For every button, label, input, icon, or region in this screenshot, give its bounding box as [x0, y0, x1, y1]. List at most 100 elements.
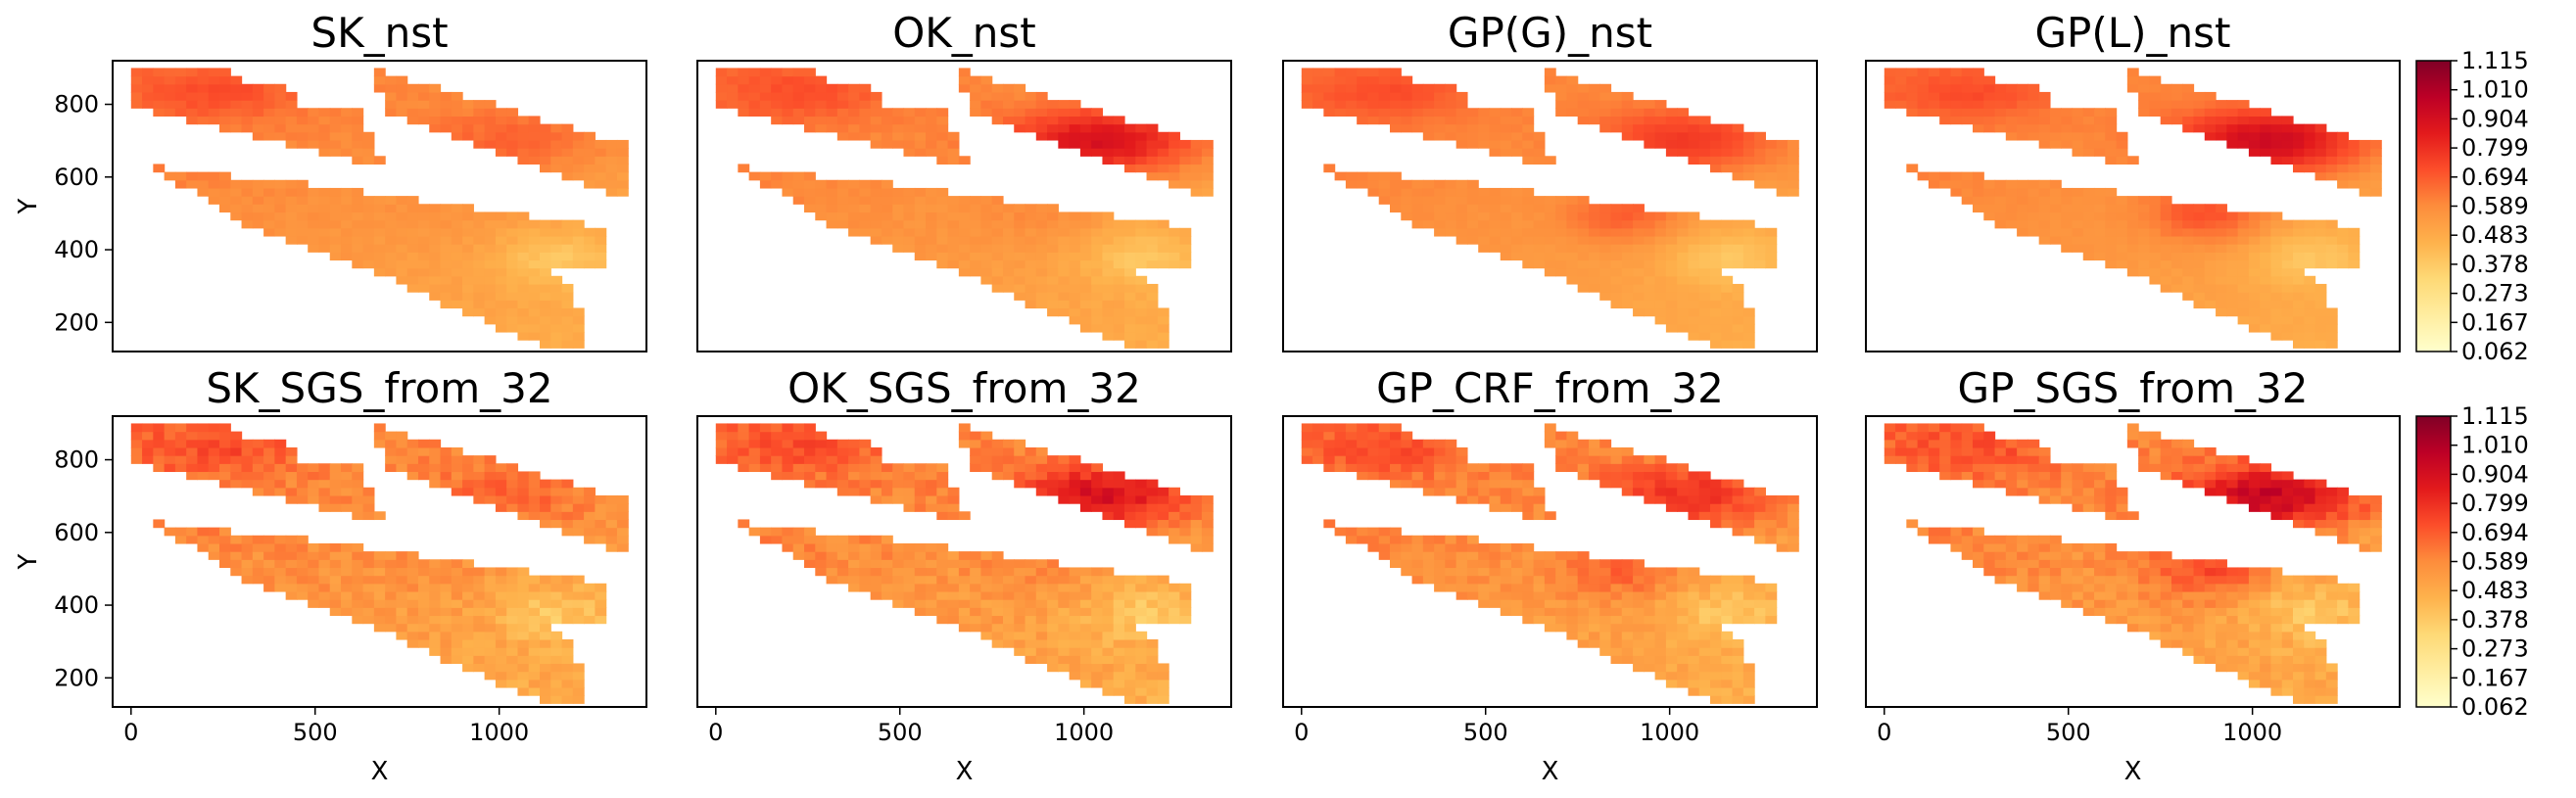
heatmap-cell [142, 455, 154, 464]
heatmap-cell [1301, 100, 1313, 109]
heatmap-cell [1742, 487, 1755, 496]
heatmap-cell [2226, 116, 2239, 125]
heatmap-cell [881, 559, 893, 569]
heatmap-cell [1113, 244, 1125, 253]
heatmap-cell [980, 252, 993, 261]
heatmap-cell [826, 219, 838, 229]
heatmap-cell [2204, 583, 2217, 592]
heatmap-cell [440, 607, 453, 617]
heatmap-cell [1201, 179, 1214, 189]
heatmap-cell [385, 575, 398, 585]
heatmap-cell [285, 91, 298, 101]
heatmap-cell [550, 647, 563, 656]
heatmap-cell [528, 511, 541, 521]
heatmap-cell [616, 503, 629, 512]
heatmap-cell [1378, 171, 1391, 181]
heatmap-cell [958, 75, 971, 85]
heatmap-cell [859, 583, 872, 592]
heatmap-cell [1884, 83, 1896, 93]
heatmap-cell [1939, 431, 1952, 441]
heatmap-cell [2314, 300, 2327, 309]
heatmap-cell [186, 116, 199, 125]
heatmap-cell [1035, 219, 1048, 229]
heatmap-cell [1765, 227, 1778, 237]
heatmap-cell [561, 164, 574, 173]
heatmap-cell [2237, 300, 2250, 309]
heatmap-cell [352, 590, 364, 600]
heatmap-cell [1378, 108, 1391, 117]
heatmap-cell [815, 535, 828, 544]
heatmap-cell [473, 211, 486, 221]
heatmap-cell [1742, 679, 1755, 688]
heatmap-cell [1610, 116, 1623, 125]
heatmap-cell [341, 187, 353, 197]
heatmap-cell [274, 479, 287, 489]
heatmap-cell [1950, 108, 1963, 117]
heatmap-cell [1014, 583, 1026, 592]
heatmap-cell [1732, 686, 1744, 696]
heatmap-cells [1301, 68, 1799, 349]
heatmap-cell [2293, 292, 2305, 301]
heatmap-cell [1765, 583, 1778, 592]
heatmap-cell [1411, 187, 1424, 197]
heatmap-cell [517, 131, 530, 141]
heatmap-cell [958, 575, 971, 585]
heatmap-cell [396, 559, 408, 569]
heatmap-cell [451, 116, 463, 125]
heatmap-cell [1500, 575, 1512, 585]
heatmap-cell [142, 91, 154, 101]
heatmap-cell [1533, 259, 1546, 269]
heatmap-cell [1665, 116, 1678, 125]
heatmap-cell [528, 131, 541, 141]
heatmap-cell [451, 108, 463, 117]
heatmap-cell [1445, 471, 1457, 481]
heatmap-cell [1644, 292, 1656, 301]
heatmap-cell [1135, 590, 1148, 600]
heatmap-cell [241, 204, 254, 213]
heatmap-cell [495, 487, 507, 496]
heatmap-cell [230, 542, 243, 552]
heatmap-cell [1721, 494, 1734, 504]
heatmap-cell [1058, 116, 1071, 125]
heatmap-cell [1732, 171, 1744, 181]
heatmap-cell [1961, 171, 1974, 181]
heatmap-cell [385, 463, 398, 473]
heatmap-cell [2061, 244, 2074, 253]
heatmap-cell [1079, 663, 1092, 673]
heatmap-cell [1895, 91, 1907, 101]
heatmap-cell [2138, 607, 2151, 617]
heatmap-cell [2027, 455, 2040, 464]
heatmap-cell [1434, 439, 1446, 448]
heatmap-cell [572, 599, 585, 608]
heatmap-cell [804, 446, 816, 456]
heatmap-cell [2237, 123, 2250, 133]
heatmap-cell [396, 631, 408, 640]
heatmap-cell [1434, 542, 1446, 552]
y-tick-label: 800 [54, 446, 99, 474]
heatmap-cell [2105, 204, 2118, 213]
heatmap-cell [1466, 211, 1479, 221]
heatmap-cell [429, 227, 442, 237]
heatmap-cell [2304, 164, 2316, 173]
heatmap-cell [373, 551, 386, 560]
heatmap-cell [2027, 583, 2040, 592]
heatmap-cell [1411, 479, 1424, 489]
heatmap-cell [1002, 638, 1015, 648]
heatmap-cell [1401, 463, 1413, 473]
heatmap-cell [903, 131, 916, 141]
heatmap-cell [2182, 455, 2195, 464]
heatmap-cell [1390, 179, 1402, 189]
heatmap-cell [870, 551, 883, 560]
heatmap-cell [848, 455, 860, 464]
heatmap-cell [1047, 227, 1059, 237]
heatmap-cell [1102, 227, 1115, 237]
heatmap-cell [727, 439, 739, 448]
heatmap-cell [1555, 267, 1568, 277]
heatmap-cell [771, 446, 784, 456]
heatmap-cell [1765, 503, 1778, 512]
heatmap-cell [2005, 455, 2018, 464]
heatmap-cell [153, 91, 166, 101]
heatmap-cell [2193, 559, 2206, 569]
heatmap-cell [892, 575, 905, 585]
heatmap-cell [1169, 131, 1180, 141]
